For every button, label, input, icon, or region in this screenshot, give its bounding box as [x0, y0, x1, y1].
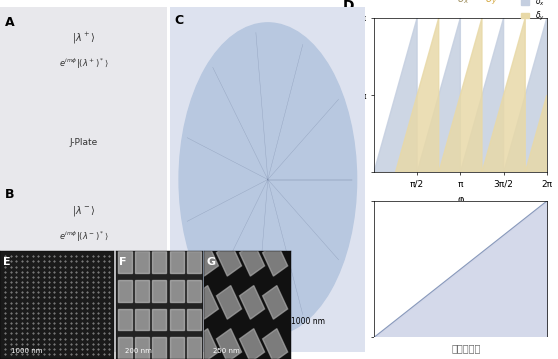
Bar: [170, 280, 184, 302]
Bar: [187, 309, 201, 330]
Text: 1000 nm: 1000 nm: [291, 317, 325, 326]
Text: $e^{im\phi}|(\lambda^-)^*\rangle$: $e^{im\phi}|(\lambda^-)^*\rangle$: [59, 229, 108, 244]
Y-axis label: phase delay (δ): phase delay (δ): [343, 60, 352, 130]
Text: $\delta_y$: $\delta_y$: [485, 0, 498, 7]
Bar: [187, 280, 201, 302]
Text: A: A: [5, 16, 15, 29]
Text: C: C: [174, 14, 183, 27]
Polygon shape: [374, 18, 417, 172]
Bar: [135, 337, 149, 359]
Bar: [170, 251, 184, 273]
Bar: [239, 329, 264, 359]
Polygon shape: [460, 18, 504, 172]
Text: B: B: [5, 188, 15, 201]
Bar: [170, 309, 184, 330]
Bar: [263, 329, 288, 359]
Bar: [118, 337, 132, 359]
Text: $|\lambda^+\rangle$: $|\lambda^+\rangle$: [72, 31, 95, 46]
Text: $|\lambda^-\rangle$: $|\lambda^-\rangle$: [72, 205, 95, 219]
Bar: [152, 280, 166, 302]
Bar: [239, 243, 264, 276]
Bar: [263, 286, 288, 319]
Polygon shape: [396, 18, 439, 172]
Polygon shape: [525, 95, 547, 172]
Bar: [187, 251, 201, 273]
Text: E: E: [3, 257, 11, 267]
Polygon shape: [482, 18, 525, 172]
Legend: $\delta_x$, $\delta_y$: $\delta_x$, $\delta_y$: [519, 0, 546, 24]
Bar: [152, 251, 166, 273]
Bar: [170, 337, 184, 359]
Bar: [118, 280, 132, 302]
Bar: [194, 329, 219, 359]
Bar: [135, 251, 149, 273]
Bar: [118, 251, 132, 273]
Text: 1000 nm: 1000 nm: [11, 348, 43, 354]
Polygon shape: [504, 18, 547, 172]
Bar: [239, 286, 264, 319]
Text: 200 nm: 200 nm: [124, 348, 152, 354]
Text: F: F: [119, 257, 126, 267]
Polygon shape: [417, 18, 460, 172]
Y-axis label: rotation angle (Θ): rotation angle (Θ): [340, 229, 349, 309]
Bar: [152, 309, 166, 330]
X-axis label: φ: φ: [457, 195, 464, 205]
Bar: [217, 243, 242, 276]
Bar: [135, 309, 149, 330]
Text: $\delta_x$: $\delta_x$: [458, 0, 470, 6]
Bar: [152, 337, 166, 359]
Polygon shape: [439, 18, 482, 172]
Text: 新材料在线: 新材料在线: [451, 343, 480, 353]
Bar: [187, 337, 201, 359]
Text: 250 nm: 250 nm: [213, 348, 239, 354]
Text: G: G: [207, 257, 216, 267]
Circle shape: [179, 23, 357, 336]
Text: J-Plate: J-Plate: [70, 138, 98, 147]
Bar: [135, 280, 149, 302]
Bar: [217, 286, 242, 319]
Bar: [118, 309, 132, 330]
Bar: [217, 329, 242, 359]
Text: $e^{im\phi}|(\lambda^+)^*\rangle$: $e^{im\phi}|(\lambda^+)^*\rangle$: [59, 57, 108, 71]
Bar: [194, 286, 219, 319]
Bar: [194, 243, 219, 276]
Text: D: D: [343, 0, 354, 13]
Bar: [263, 243, 288, 276]
